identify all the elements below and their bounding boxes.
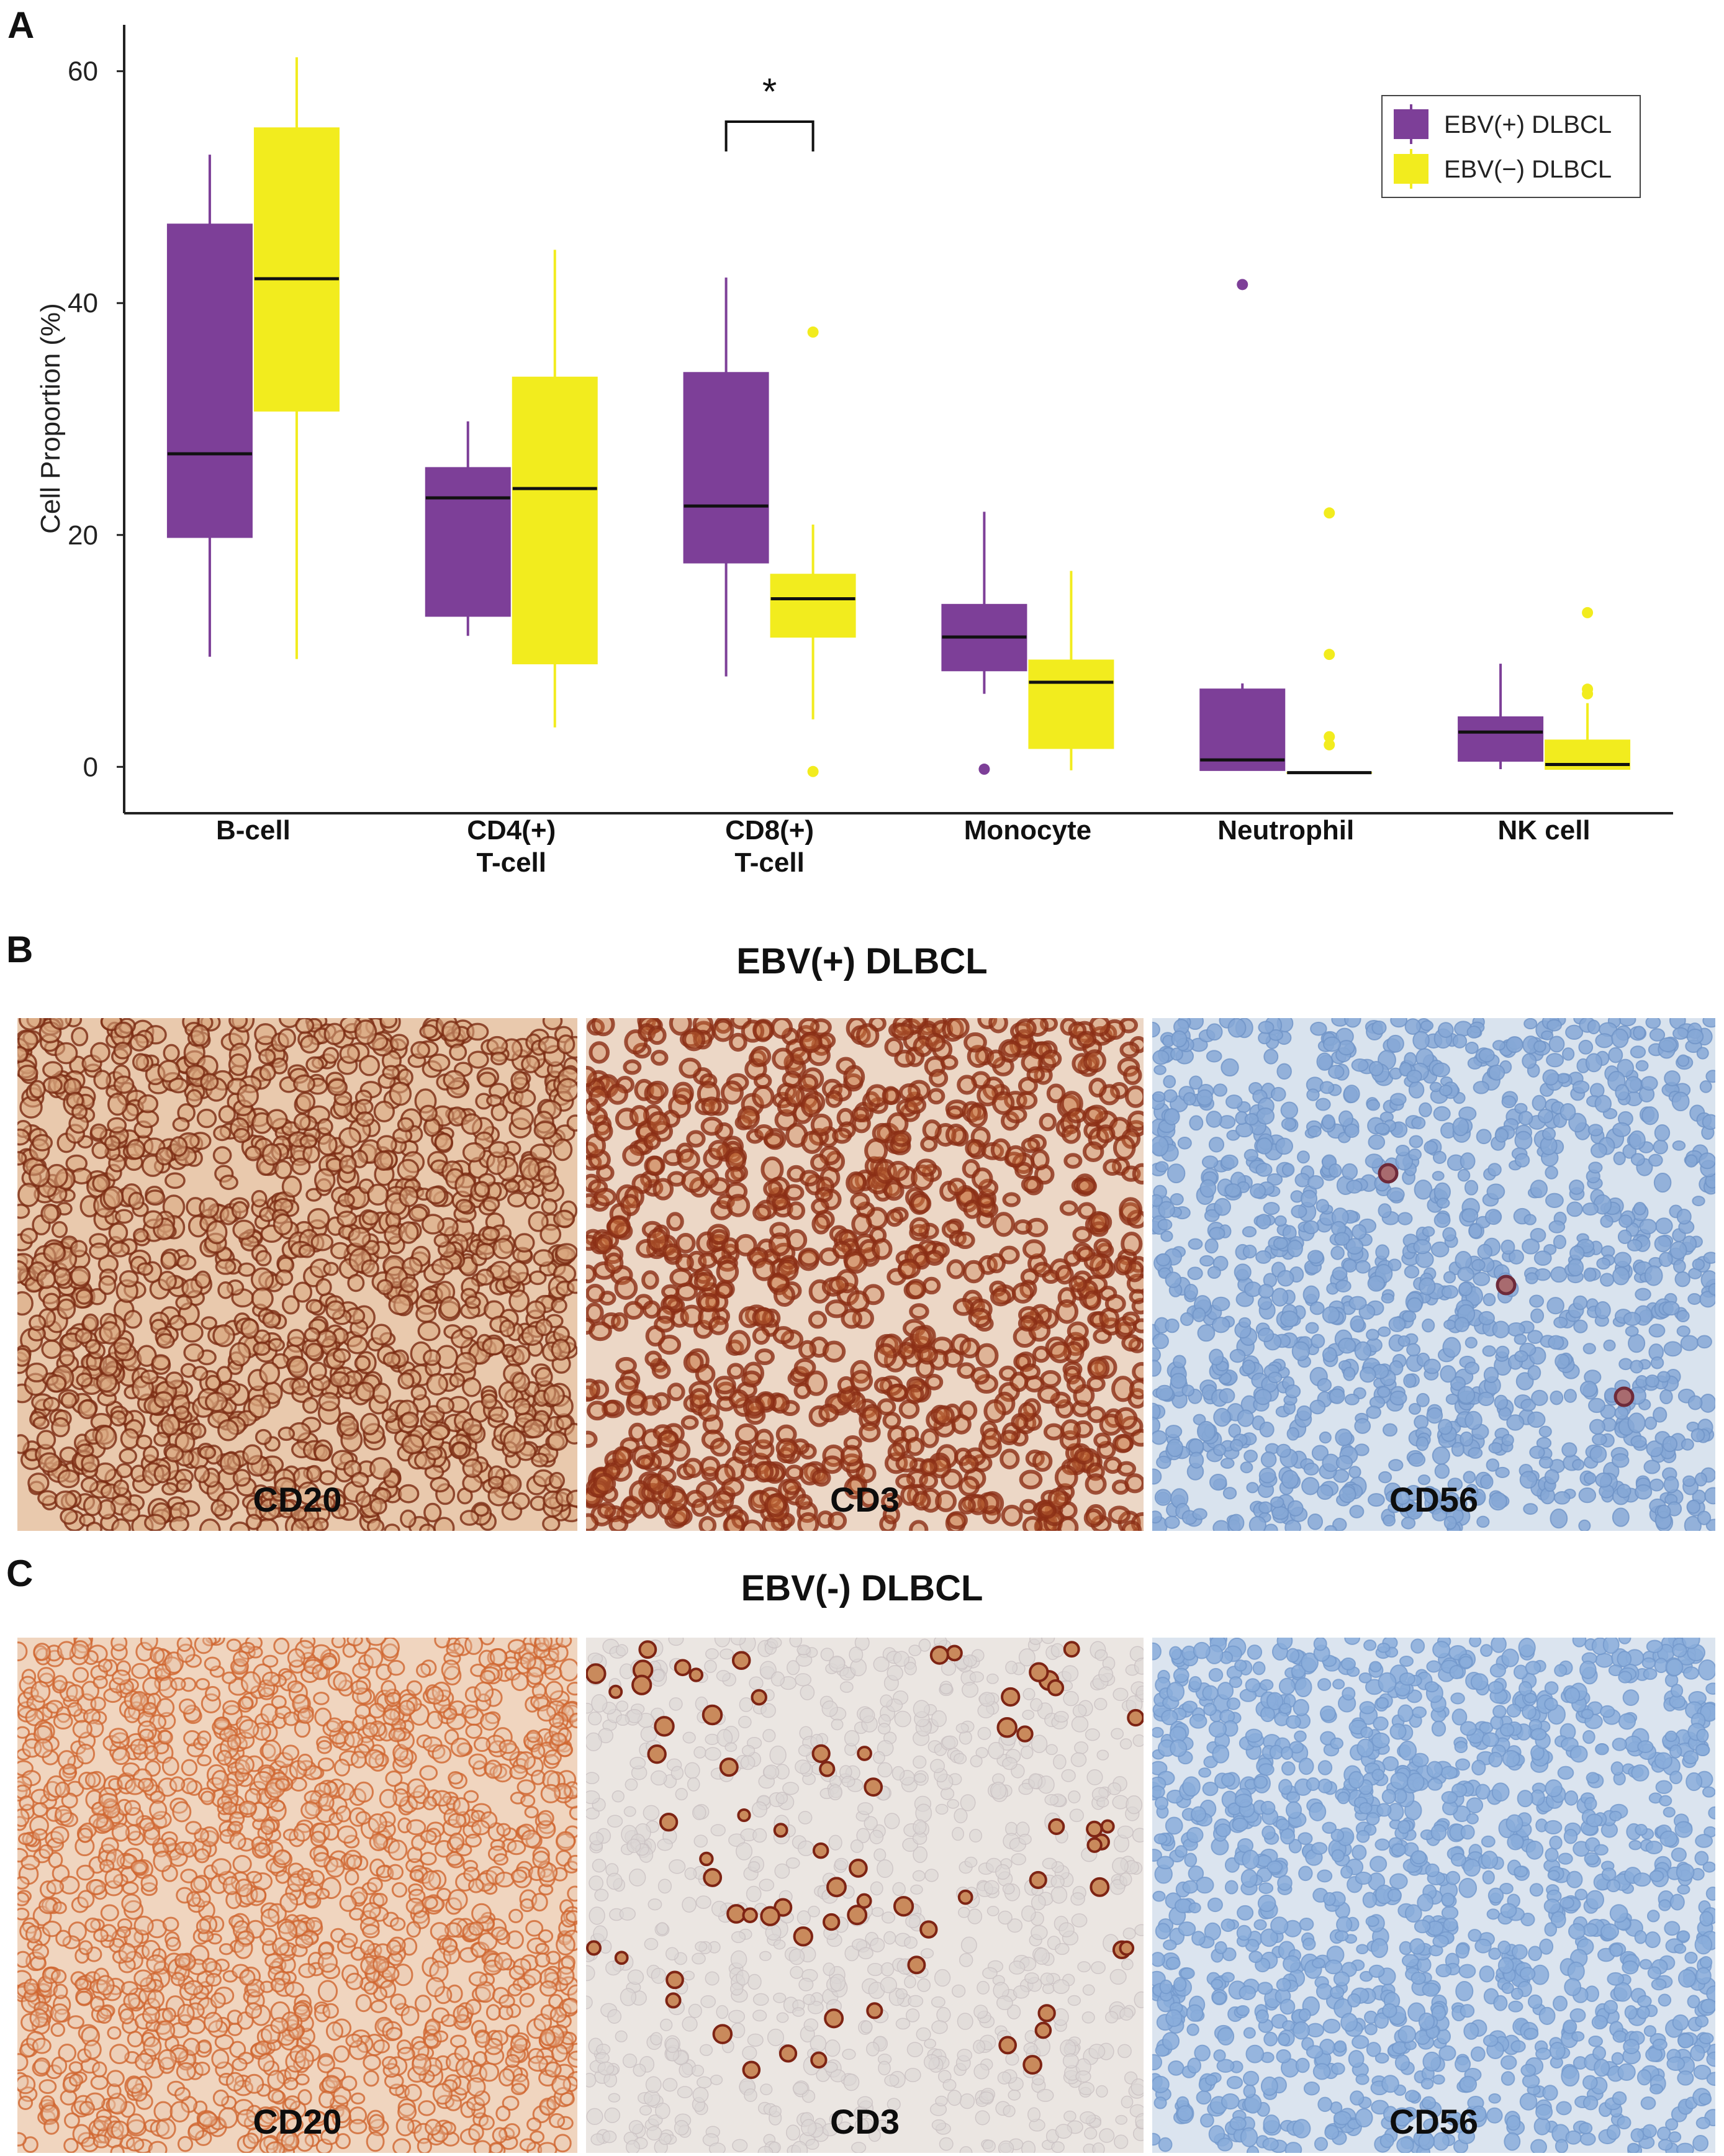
stain-label: CD3 [829,2102,900,2141]
box-iqr [683,372,769,564]
outlier-point [1324,649,1335,661]
micro-image-b-cd20: CD20 [17,1018,577,1531]
boxplot-chart: 0 20 40 60 Cell Proportion (%) B-cell CD4(+)… [35,25,1673,878]
outlier-point [1324,507,1335,519]
micro-image-b-cd3: CD3 [586,1018,1144,1531]
tissue-texture [1152,1638,1715,2153]
tissue-texture [586,1638,1144,2153]
x-tick-label: CD4(+) T-cell [467,815,556,878]
box-iqr [1199,688,1286,771]
outlier-point [1582,607,1594,618]
box-iqr [425,467,511,617]
tissue-texture [1152,1018,1715,1531]
x-tick-label: B-cell [216,815,291,846]
x-tick-label: CD8(+) T-cell [725,815,814,878]
panel-a-letter: A [7,4,35,46]
y-tick-label: 0 [83,752,98,782]
panel-c-title: EBV(-) DLBCL [741,1568,983,1608]
micro-image-c-cd3: CD3 [586,1638,1144,2153]
legend-label: EBV(−) DLBCL [1444,156,1612,183]
tissue-texture [17,1018,577,1531]
outlier-point [807,326,819,338]
legend-label: EBV(+) DLBCL [1444,111,1612,138]
tissue-texture [586,1018,1144,1531]
y-tick-label: 60 [68,56,98,87]
significance-line [724,120,815,151]
y-tick-label: 40 [68,288,98,318]
stain-label: CD56 [1389,2102,1479,2141]
series-ebv-negative [253,57,1631,777]
box-iqr [1458,716,1544,762]
outlier-point [1324,739,1335,751]
legend: EBV(+) DLBCL EBV(−) DLBCL [1381,95,1641,198]
y-tick-label: 20 [68,520,98,551]
box-iqr [1028,659,1114,749]
micro-image-b-cd56: CD56 [1152,1018,1715,1531]
outlier-point [1237,279,1248,291]
box-series [166,57,1631,777]
series-ebv-positive [166,155,1544,775]
x-tick-label: NK cell [1497,815,1590,846]
outlier-point [1582,688,1594,700]
stain-label: CD3 [829,1480,900,1519]
outlier-point [807,765,819,777]
tissue-texture [17,1638,577,2153]
y-axis-label: Cell Proportion (%) [35,303,66,534]
micro-image-c-cd56: CD56 [1152,1638,1715,2153]
micro-image-c-cd20: CD20 [17,1638,577,2153]
outlier-point [978,764,990,775]
panel-b-title: EBV(+) DLBCL [736,941,988,981]
box-iqr [166,223,253,538]
x-tick-labels: B-cell CD4(+) T-cell CD8(+) T-cell Monocyte Ne… [216,815,1591,878]
y-ticks: 0 20 40 60 [68,56,124,782]
box-iqr [253,127,340,412]
stain-label: CD56 [1389,1480,1479,1519]
panel-c-letter: C [6,1553,34,1594]
stain-label: CD20 [253,1480,342,1519]
x-tick-label: Neutrophil [1217,815,1354,846]
stain-label: CD20 [253,2102,342,2141]
chart-axes [123,25,1673,814]
panel-b-letter: B [6,929,34,970]
box-iqr [512,376,598,665]
box-iqr [770,574,856,638]
significance-star: * [762,71,777,112]
significance-bracket: * [724,71,815,151]
outlier-point [1324,731,1335,742]
x-tick-label: Monocyte [964,815,1091,846]
